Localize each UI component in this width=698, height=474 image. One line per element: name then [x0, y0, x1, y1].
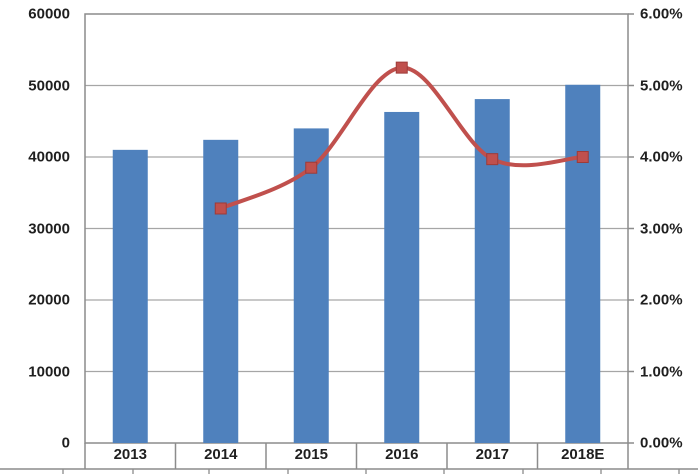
line-marker: [214, 202, 227, 215]
x-axis-category-label: 2015: [294, 446, 328, 463]
y-left-tick-label: 40000: [28, 148, 70, 166]
bar: [565, 84, 601, 443]
bar: [112, 149, 148, 443]
y-left-tick-label: 10000: [28, 363, 70, 380]
x-axis-category-label: 2018E: [561, 446, 605, 463]
y-left-tick-label: 20000: [28, 291, 70, 309]
x-axis-category-label: 2013: [113, 446, 147, 463]
y-right-tick-label: 4.00%: [640, 148, 683, 166]
y-left-tick-label: 0: [61, 434, 70, 452]
line-marker: [576, 151, 589, 163]
y-right-tick-label: 6.00%: [640, 5, 683, 23]
y-right-tick-label: 0.00%: [640, 434, 683, 452]
x-axis-category-label: 2016: [385, 446, 419, 463]
bar: [384, 111, 420, 443]
y-right-tick-label: 3.00%: [640, 220, 683, 237]
x-axis-category-label: 2017: [475, 446, 509, 463]
bar: [293, 128, 329, 443]
y-right-tick-label: 5.00%: [640, 77, 683, 94]
x-axis-category-label: 2014: [204, 446, 238, 463]
y-left-tick-label: 30000: [28, 220, 70, 237]
bar: [203, 139, 239, 443]
y-right-tick-label: 2.00%: [640, 291, 683, 309]
line-marker: [395, 61, 408, 74]
y-left-tick-label: 50000: [28, 77, 70, 94]
y-right-tick-label: 1.00%: [640, 363, 683, 380]
y-left-tick-label: 60000: [28, 5, 70, 23]
line-marker: [305, 161, 318, 174]
line-marker: [486, 153, 499, 166]
